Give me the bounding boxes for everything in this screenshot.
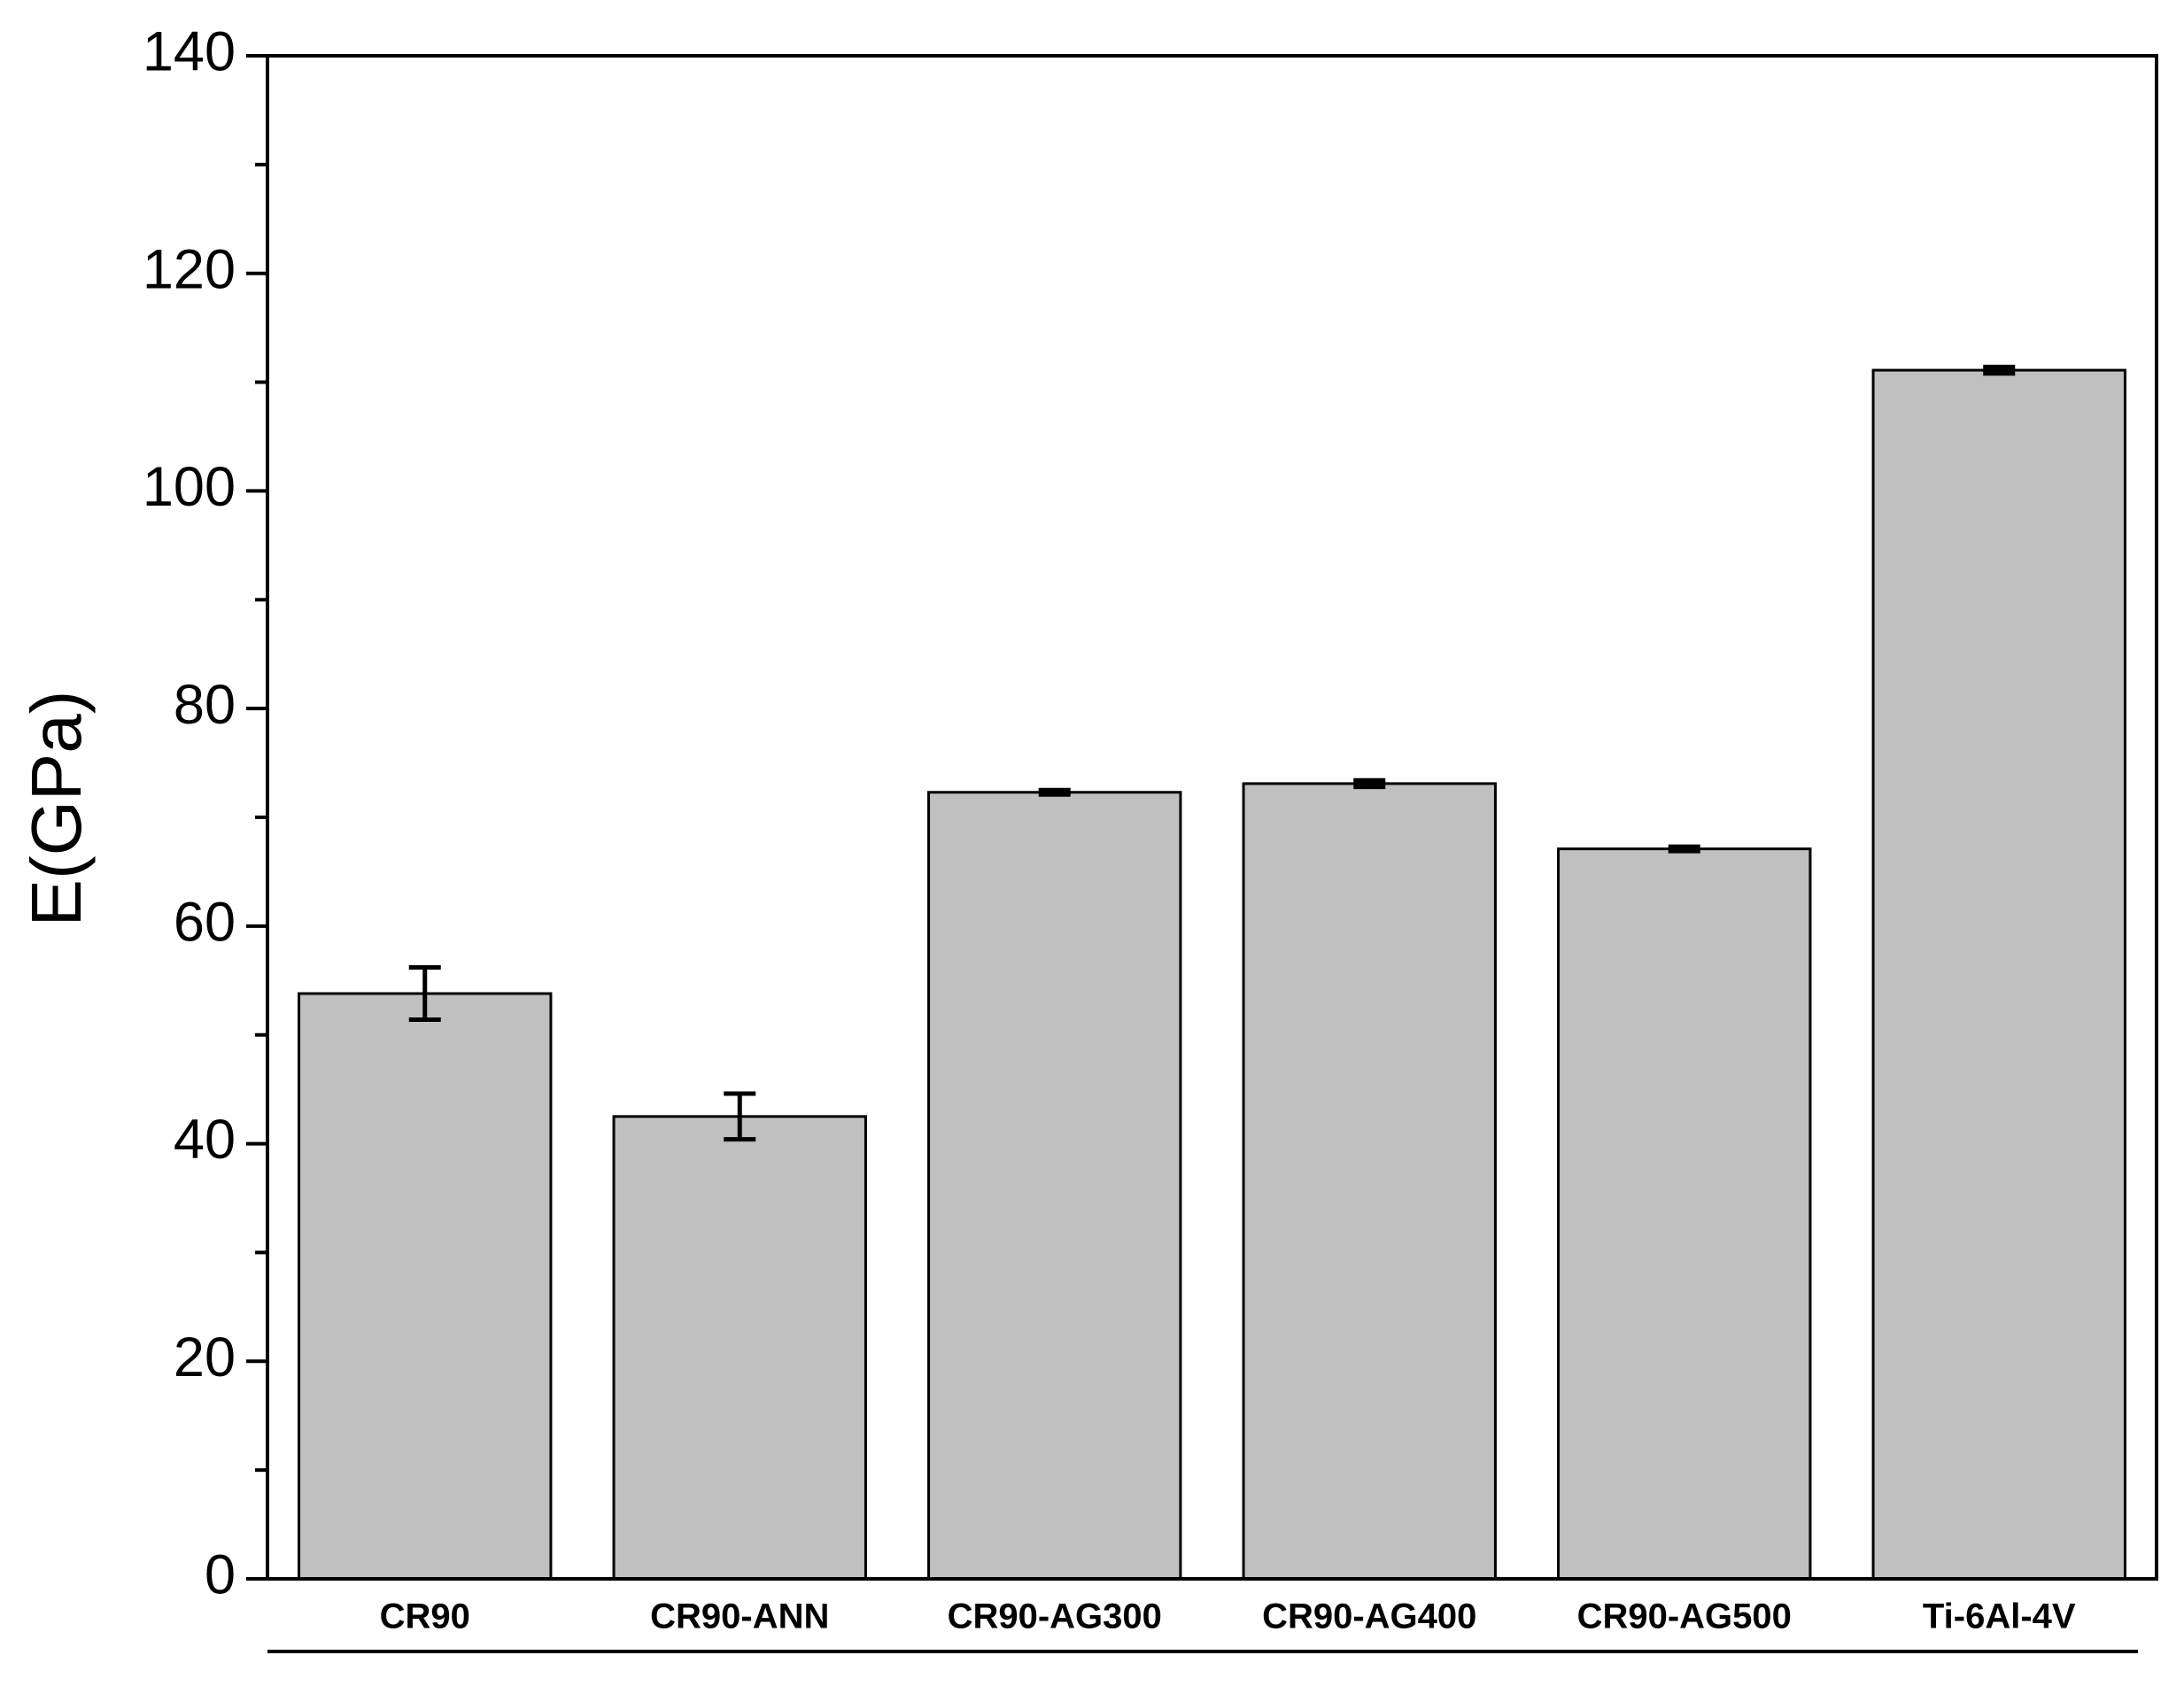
x-tick-label: Ti-6Al-4V (1923, 1597, 2076, 1636)
x-tick-label: CR90-AG500 (1577, 1597, 1792, 1636)
error-bar (1983, 364, 2016, 376)
y-tick-label: 40 (174, 1109, 236, 1171)
error-bar (724, 1091, 756, 1142)
y-tick-label: 120 (143, 238, 236, 300)
bar (1871, 368, 2126, 1581)
bar (1557, 847, 1812, 1581)
y-tick-label: 80 (174, 674, 236, 736)
y-tick-label: 60 (174, 891, 236, 953)
error-bar (1353, 777, 1386, 790)
y-axis-label: E(GPa) (17, 691, 96, 927)
x-tick-label: CR90 (380, 1597, 470, 1636)
bar (1242, 782, 1497, 1581)
error-bar (1038, 787, 1071, 797)
bar (298, 992, 553, 1581)
x-tick-label: CR90-AG400 (1262, 1597, 1476, 1636)
y-tick-label: 140 (143, 21, 236, 83)
y-tick-label: 0 (205, 1544, 236, 1606)
x-tick-label: CR90-ANN (650, 1597, 829, 1636)
error-bar (1668, 844, 1700, 854)
bar (927, 791, 1182, 1581)
y-tick-label: 100 (143, 456, 236, 518)
y-tick-label: 20 (174, 1326, 236, 1388)
error-bar (408, 965, 441, 1023)
plot-frame (266, 54, 2158, 1581)
x-tick-label: CR90-AG300 (948, 1597, 1162, 1636)
bar (612, 1115, 867, 1581)
